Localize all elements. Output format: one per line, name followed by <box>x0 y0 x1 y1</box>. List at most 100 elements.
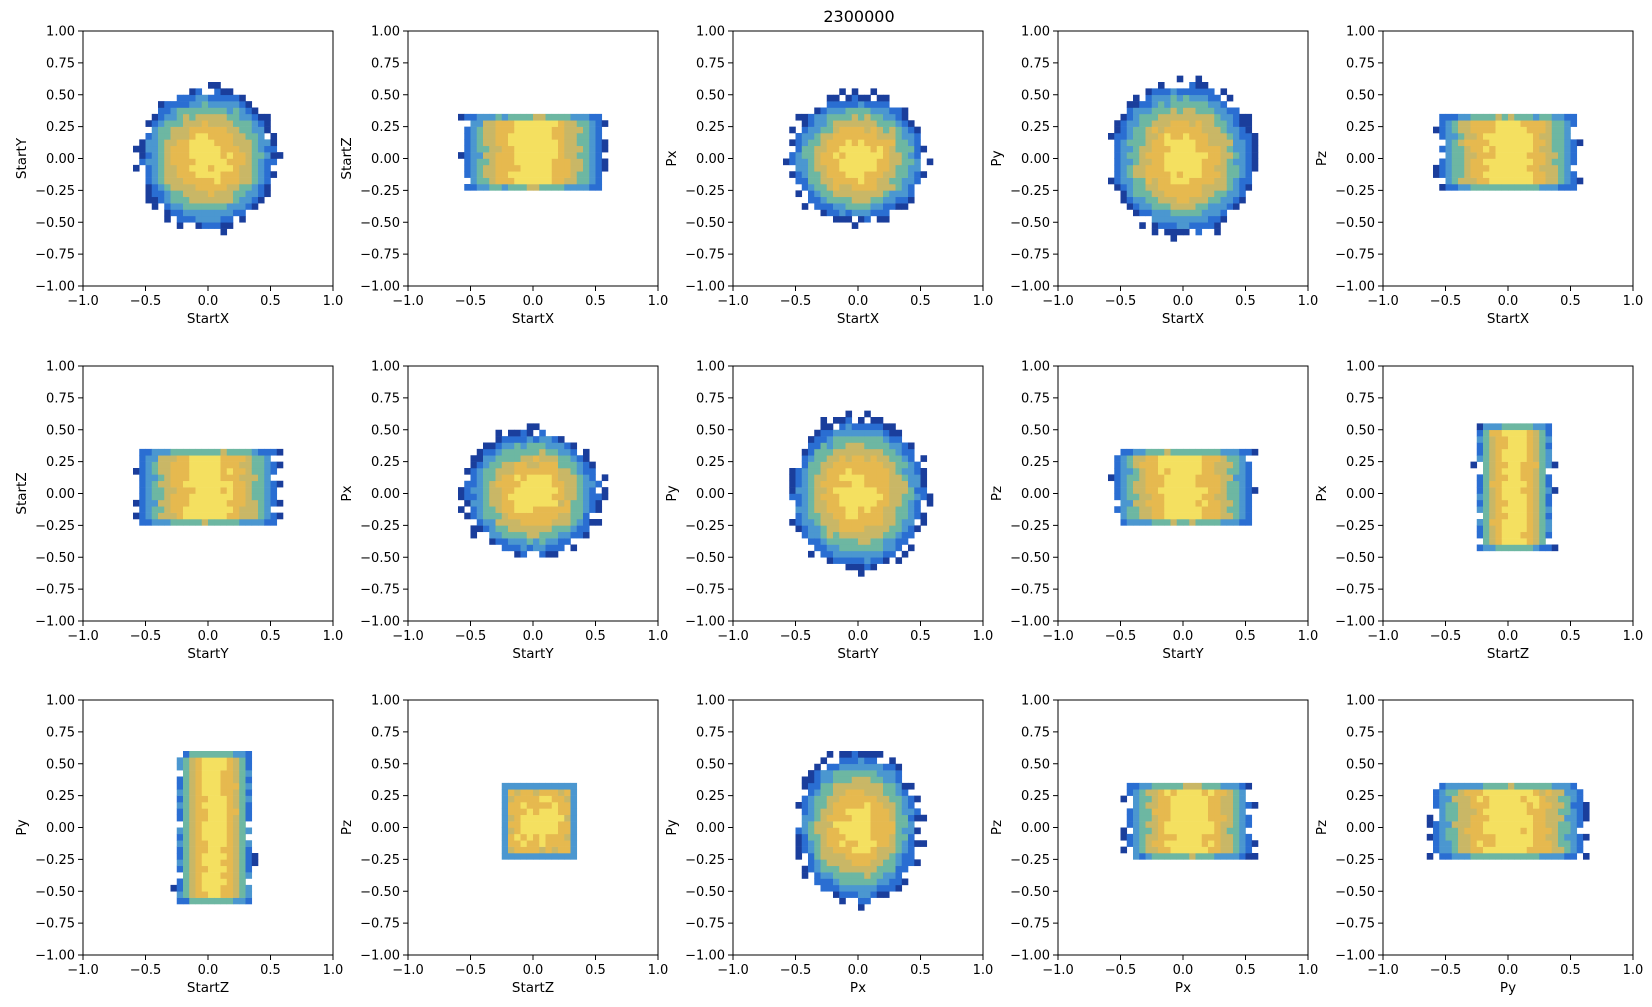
heatmap-cell <box>258 113 265 121</box>
heatmap-cell <box>1220 814 1228 822</box>
heatmap-cell <box>851 776 859 784</box>
heatmap-cell <box>839 177 846 185</box>
heatmap-cell <box>1470 139 1478 147</box>
heatmap-cell <box>814 789 821 796</box>
heatmap-cell <box>545 833 553 841</box>
heatmap-cell <box>1183 107 1190 115</box>
heatmap-cell <box>1483 538 1490 545</box>
heatmap-cell <box>895 487 903 494</box>
heatmap-cell <box>826 139 834 147</box>
heatmap-cell <box>508 789 515 796</box>
heatmap-cell <box>876 429 884 437</box>
heatmap-cell <box>801 474 809 482</box>
heatmap-cell <box>814 538 821 545</box>
heatmap-cell <box>820 512 828 520</box>
heatmap-cell <box>1195 840 1203 847</box>
heatmap-cell <box>1189 158 1196 166</box>
heatmap-cell <box>1139 171 1146 178</box>
heatmap-cell <box>233 487 240 494</box>
heatmap-cell <box>1445 158 1453 166</box>
heatmap-cell <box>826 107 834 115</box>
heatmap-cell <box>851 429 859 437</box>
heatmap-cell <box>183 814 190 822</box>
heatmap-cell <box>239 455 246 462</box>
heatmap-cell <box>170 190 178 198</box>
heatmap-cell <box>1501 474 1509 482</box>
heatmap-cell <box>564 184 571 191</box>
heatmap-cell <box>1189 833 1196 841</box>
heatmap-cell <box>251 120 259 127</box>
heatmap-cell <box>820 776 828 784</box>
heatmap-cell <box>808 512 815 520</box>
heatmap-cell <box>1464 795 1471 803</box>
heatmap-cell <box>151 158 159 166</box>
heatmap-cell <box>226 506 234 513</box>
heatmap-cell <box>1508 846 1515 854</box>
heatmap-cell <box>1120 833 1128 841</box>
heatmap-cell <box>1545 152 1553 159</box>
heatmap-cell <box>170 512 178 520</box>
heatmap-cell <box>1201 853 1209 860</box>
heatmap-cell <box>570 531 578 539</box>
heatmap-cell <box>1139 158 1146 166</box>
heatmap-cell <box>1495 846 1503 854</box>
heatmap-cell <box>1139 795 1146 803</box>
heatmap-cell <box>1145 190 1153 198</box>
heatmap-cell <box>1170 94 1178 102</box>
x-tick-label: 0.5 <box>260 294 281 309</box>
heatmap-cell <box>1239 190 1246 198</box>
heatmap-cell <box>501 455 509 462</box>
heatmap-cell <box>1489 455 1496 462</box>
heatmap-cell <box>220 827 228 835</box>
heatmap-cell <box>170 139 178 147</box>
heatmap-cell <box>1201 82 1209 89</box>
heatmap-cell <box>589 499 596 507</box>
heatmap-cell <box>1489 133 1496 140</box>
heatmap-cell <box>1533 480 1540 488</box>
heatmap-cell <box>176 897 184 905</box>
heatmap-cell <box>1126 171 1134 178</box>
heatmap-cell <box>176 782 184 790</box>
heatmap-cell <box>158 101 165 108</box>
heatmap-cell <box>233 751 240 758</box>
heatmap-cell <box>239 196 246 204</box>
heatmap-cell <box>1520 782 1528 790</box>
heatmap-cell <box>814 519 821 526</box>
heatmap-cell <box>1145 493 1153 501</box>
heatmap-cell <box>1239 846 1246 854</box>
heatmap-cell <box>1526 171 1534 178</box>
heatmap-cells <box>1433 113 1584 191</box>
heatmap-cell <box>470 531 478 539</box>
heatmap-cell <box>233 891 240 898</box>
heatmap-cell <box>1220 827 1228 835</box>
heatmap-cell <box>545 145 553 153</box>
heatmap-cell <box>1558 126 1565 134</box>
heatmap-cell <box>1183 789 1190 796</box>
heatmap-cell <box>589 120 596 127</box>
heatmap-cell <box>839 506 846 513</box>
heatmap-cell <box>233 789 240 796</box>
heatmap-cells <box>1470 423 1559 552</box>
heatmap-cell <box>1183 88 1190 96</box>
heatmap-cell <box>826 455 834 462</box>
heatmap-cell <box>1476 184 1484 191</box>
heatmap-cell <box>483 145 490 153</box>
y-tick-label: 0.25 <box>1346 455 1375 470</box>
y-axis-label: Px <box>339 485 355 501</box>
heatmap-cell <box>1226 519 1234 526</box>
heatmap-cell <box>1501 499 1509 507</box>
heatmap-cell <box>1545 139 1553 147</box>
heatmap-cell <box>1189 113 1196 121</box>
heatmap-cell <box>245 846 253 854</box>
heatmap-cell <box>895 177 903 185</box>
heatmap-cell <box>264 139 271 147</box>
heatmap-cell <box>908 859 915 867</box>
heatmap-cell <box>1114 126 1121 134</box>
heatmap-cell <box>220 158 228 166</box>
heatmap-cell <box>1526 158 1534 166</box>
heatmap-cell <box>214 101 221 108</box>
heatmap-cell <box>808 126 815 134</box>
heatmap-cell <box>901 782 909 790</box>
heatmap-cell <box>889 802 896 809</box>
heatmap-cell <box>1458 827 1465 835</box>
